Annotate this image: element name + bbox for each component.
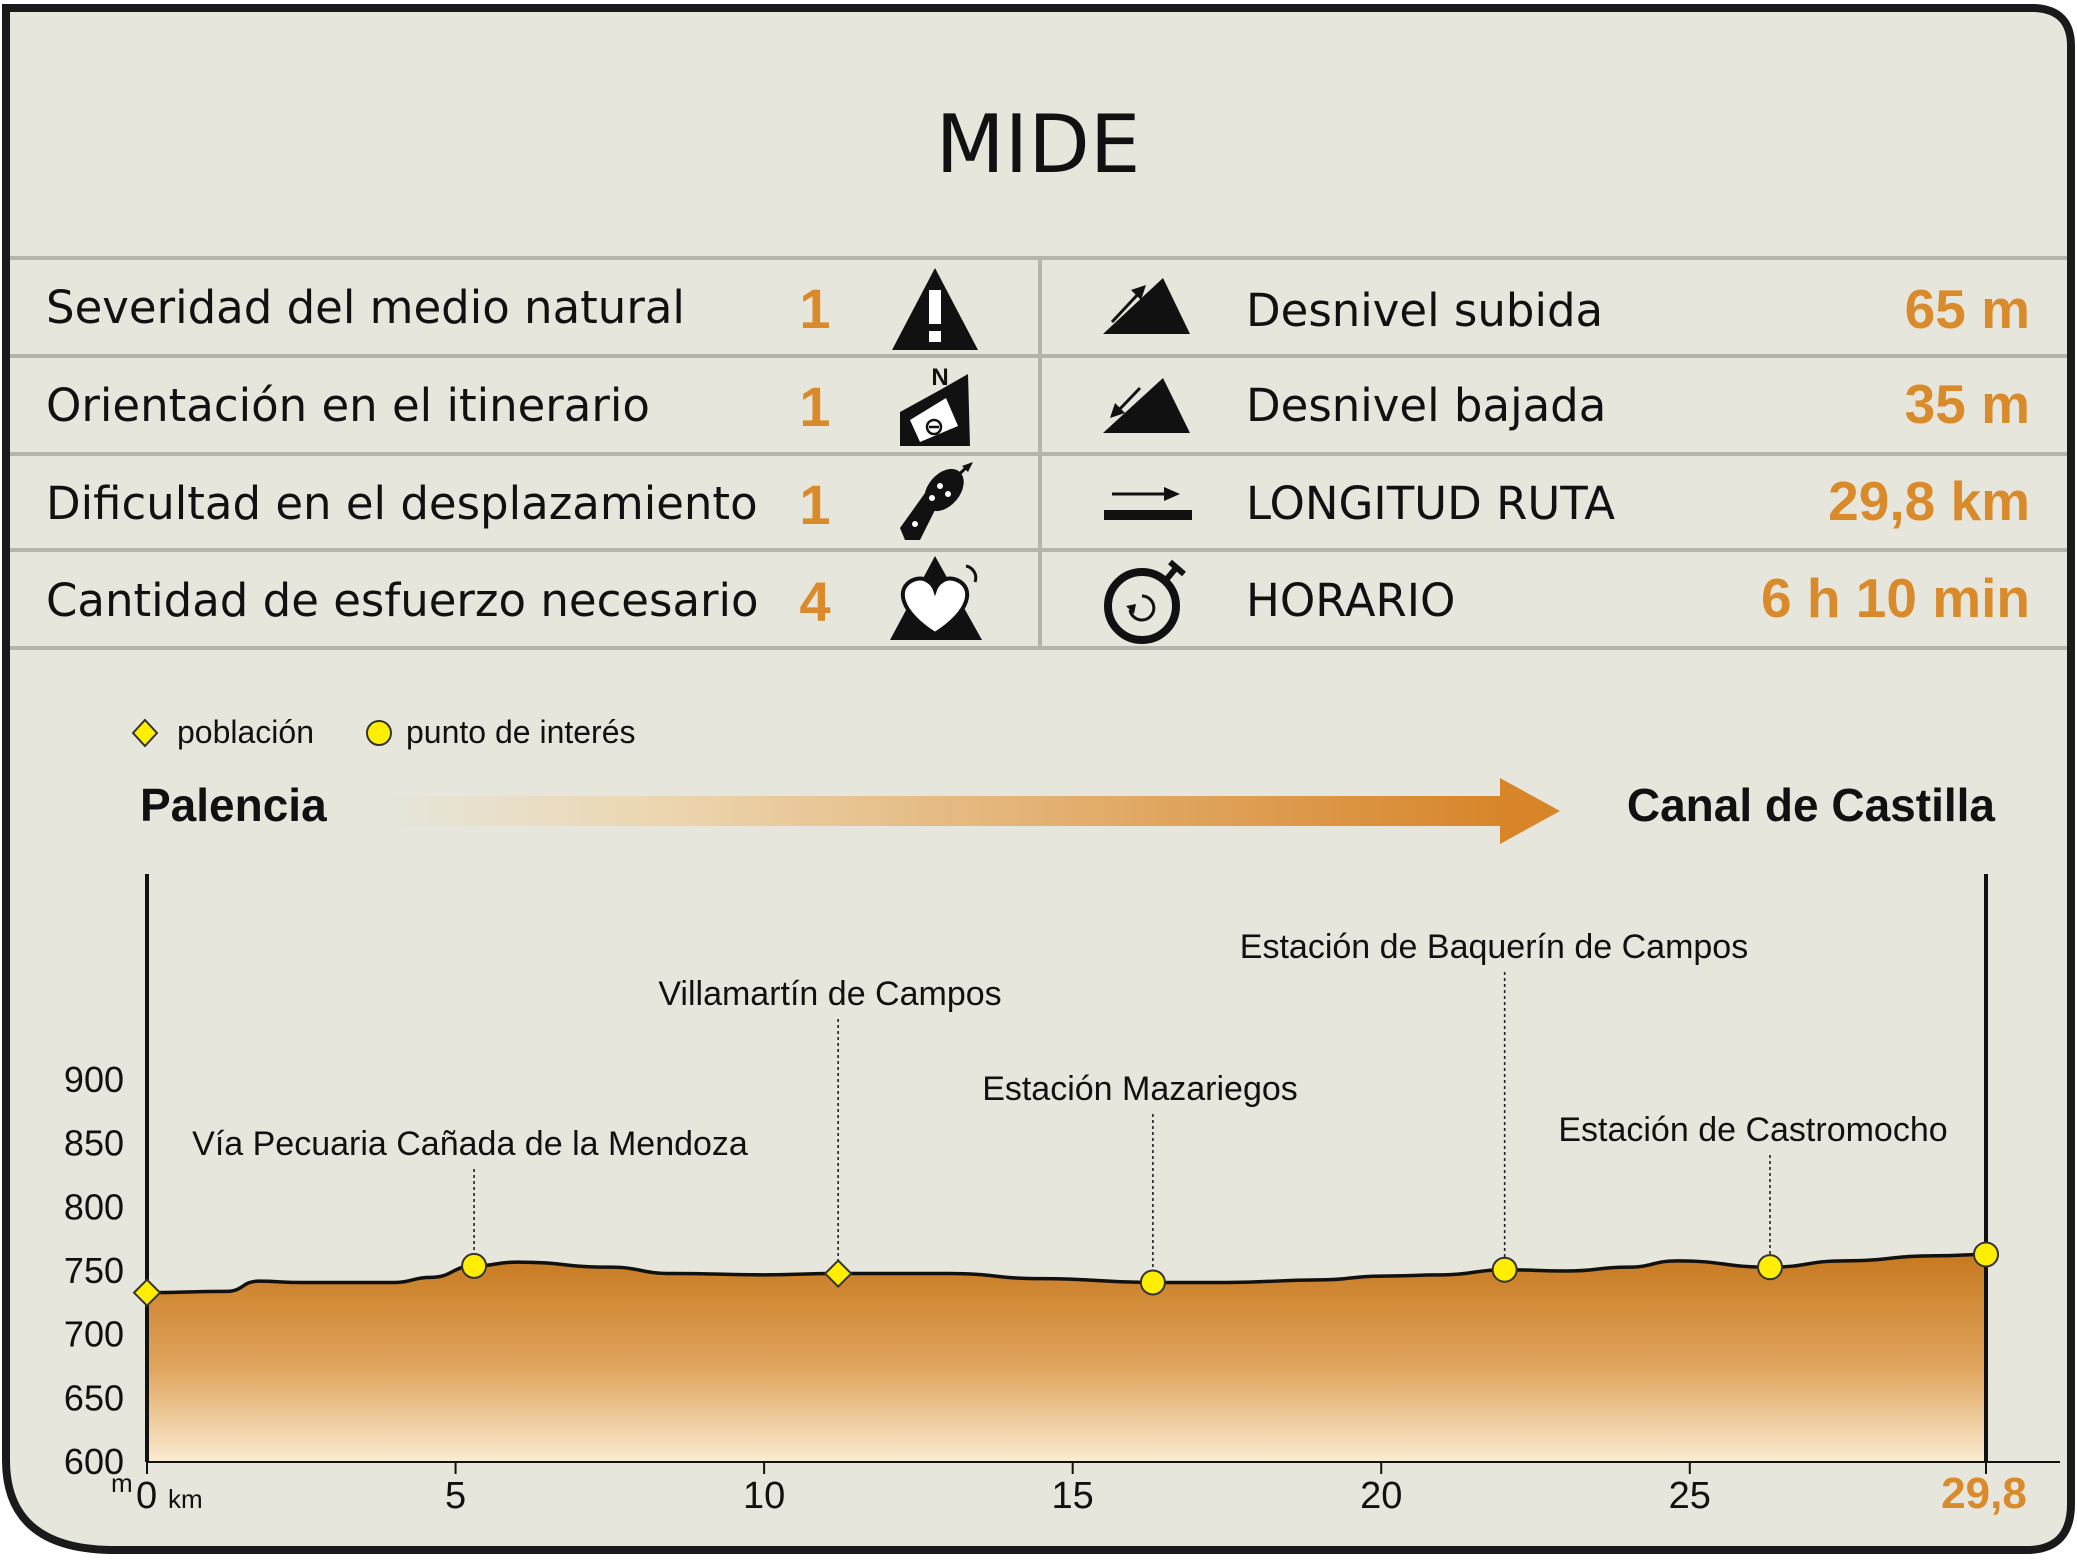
route-start: Palencia: [140, 779, 327, 831]
stat-value: 6 h 10 min: [1761, 567, 2030, 629]
mide-label: Orientación en el itinerario: [46, 379, 650, 432]
x-end-label: 29,8: [1941, 1469, 2027, 1518]
mide-rows: Severidad del medio natural Orientación …: [46, 277, 831, 633]
svg-text:N: N: [931, 364, 948, 391]
punto-marker-icon: [366, 720, 392, 746]
punto-point: [1139, 1269, 1166, 1296]
legend-poblacion: población: [177, 714, 314, 750]
stat-label: LONGITUD RUTA: [1246, 477, 1615, 530]
x-tick-label: 20: [1360, 1475, 1402, 1517]
footprint-icon: [900, 462, 973, 540]
y-tick-label: 750: [64, 1250, 124, 1291]
y-tick-label: 850: [64, 1123, 124, 1164]
point-label: Estación Mazariegos: [982, 1070, 1298, 1108]
warning-mountain-icon: [892, 268, 978, 350]
stat-label: HORARIO: [1246, 574, 1455, 627]
mide-value: 1: [799, 375, 830, 438]
elevation-chart: 600 650 700 750 800 850 900 0 5 10 15 20 25 m km 29…: [64, 874, 2060, 1518]
y-tick-label: 900: [64, 1059, 124, 1100]
mide-value: 4: [799, 570, 830, 633]
poblacion-point: [132, 1278, 162, 1308]
elevation-area: [147, 1254, 1986, 1462]
punto-point: [461, 1252, 488, 1279]
route-header: Palencia Canal de Castilla: [140, 778, 1995, 844]
route-arrow-head: [1500, 778, 1560, 844]
point-label: Estación de Baquerín de Campos: [1240, 928, 1748, 966]
y-unit: m: [111, 1468, 133, 1498]
page-title: MIDE: [936, 98, 1141, 191]
poblacion-marker-icon: [131, 718, 159, 748]
mide-table-lines: [10, 256, 2067, 650]
x-tick-label: 5: [445, 1475, 466, 1517]
point-label: Estación de Castromocho: [1558, 1111, 1947, 1149]
x-tick-label: 15: [1052, 1475, 1094, 1517]
punto-point: [1973, 1241, 1999, 1268]
distance-arrow-icon: [1104, 487, 1192, 520]
y-tick-label: 800: [64, 1186, 124, 1227]
stat-value: 29,8 km: [1828, 470, 2030, 532]
point-label: Villamartín de Campos: [658, 975, 1001, 1013]
mide-value: 1: [799, 277, 830, 340]
stat-value: 65 m: [1905, 278, 2030, 340]
x-tick-label: 0: [136, 1475, 157, 1517]
mide-stats: Desnivel subida Desnivel bajada LONGITUD…: [1246, 278, 2030, 629]
descent-icon: [1103, 378, 1190, 433]
mide-value: 1: [799, 473, 830, 536]
legend-punto: punto de interés: [406, 714, 636, 750]
poblacion-point: [823, 1259, 853, 1288]
heart-mountain-icon: [890, 556, 982, 640]
x-unit: km: [168, 1484, 203, 1514]
punto-point: [1491, 1256, 1518, 1283]
compass-map-icon: N: [900, 364, 970, 446]
y-tick-label: 700: [64, 1314, 124, 1355]
mide-label: Cantidad de esfuerzo necesario: [46, 574, 759, 627]
x-tick-label: 25: [1669, 1475, 1711, 1517]
stat-label: Desnivel subida: [1246, 284, 1603, 337]
legend: población punto de interés: [131, 714, 636, 750]
route-arrow-shaft: [382, 796, 1502, 826]
elevation-line: [146, 1252, 1987, 1295]
card-frame: [2, 3, 2075, 1554]
route-end: Canal de Castilla: [1627, 779, 1996, 831]
stat-label: Desnivel bajada: [1246, 379, 1606, 432]
y-tick-label: 600: [64, 1441, 124, 1482]
point-label: Vía Pecuaria Cañada de la Mendoza: [192, 1125, 748, 1163]
stat-value: 35 m: [1905, 373, 2030, 435]
y-tick-label: 650: [64, 1377, 124, 1418]
mide-label: Severidad del medio natural: [46, 281, 685, 334]
ascent-icon: [1103, 278, 1190, 334]
stopwatch-icon: [1104, 559, 1186, 644]
x-tick-label: 10: [743, 1475, 785, 1517]
mide-label: Dificultad en el desplazamiento: [46, 477, 758, 530]
punto-point: [1757, 1254, 1784, 1281]
